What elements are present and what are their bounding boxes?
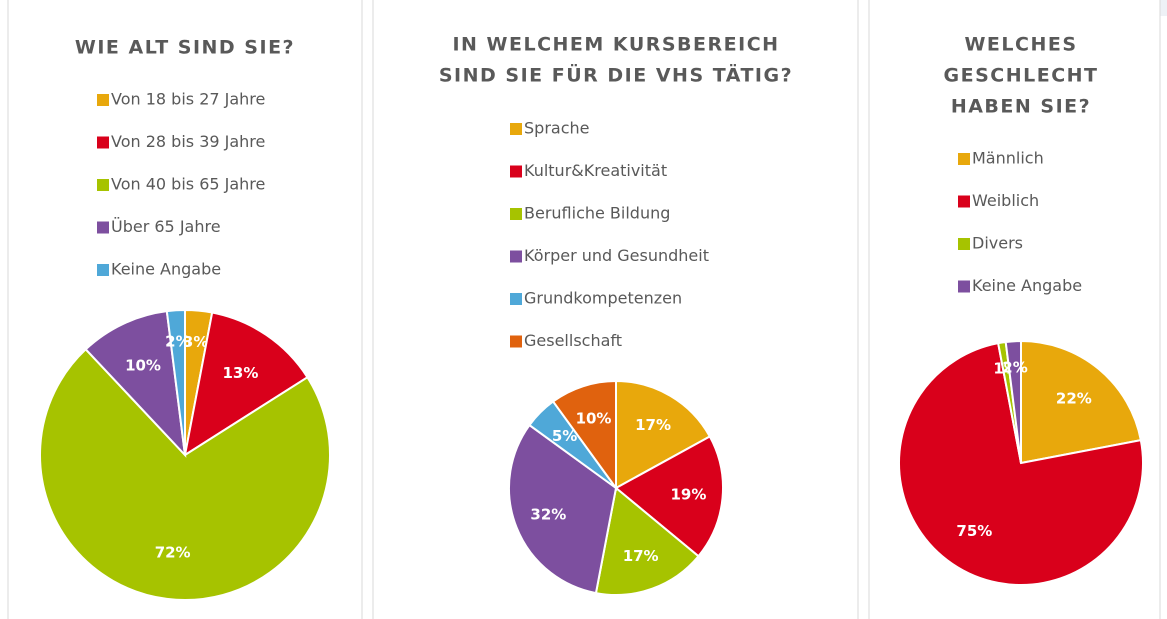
legend-swatch <box>97 94 109 106</box>
value-label: 2% <box>1002 359 1027 377</box>
value-label: 10% <box>125 356 161 374</box>
pie-slice <box>183 311 309 458</box>
value-label: 75% <box>956 522 992 540</box>
legend-label: Keine Angabe <box>111 260 221 279</box>
legend-swatch <box>958 280 970 293</box>
legend-label: Sprache <box>524 119 589 138</box>
legend-swatch <box>97 179 109 191</box>
value-label: 32% <box>530 505 566 523</box>
pie-slice <box>615 379 712 490</box>
value-label: 17% <box>635 416 671 434</box>
legend-label: Über 65 Jahre <box>111 217 221 236</box>
legend-label: Grundkompetenzen <box>524 289 682 308</box>
pie-slice <box>614 435 724 558</box>
chart-title: IN WELCHEM KURSBEREICH <box>452 34 779 56</box>
legend-swatch <box>958 153 970 165</box>
legend-swatch <box>510 123 522 135</box>
value-label: 13% <box>222 364 258 382</box>
legend-label: Kultur&Kreativität <box>524 161 667 180</box>
chart-title: HABEN SIE? <box>951 96 1091 118</box>
legend-swatch <box>510 250 522 263</box>
chart-title: SIND SIE FÜR DIE VHS TÄTIG? <box>439 63 793 87</box>
value-label: 19% <box>670 485 706 503</box>
chart-title: WIE ALT SIND SIE? <box>75 37 295 59</box>
value-label: 10% <box>576 409 612 427</box>
pie-slice <box>898 341 1144 586</box>
chart-title: GESCHLECHT <box>944 65 1099 87</box>
legend-swatch <box>97 136 109 149</box>
pie-slice <box>594 486 700 596</box>
legend-label: Weiblich <box>972 191 1039 210</box>
pie-slice <box>1020 339 1143 465</box>
pie-slice <box>551 379 617 492</box>
pie-slice <box>508 423 618 595</box>
pie-slice <box>39 347 331 601</box>
legend-swatch <box>510 335 522 348</box>
value-label: 17% <box>623 547 659 565</box>
value-label: 72% <box>155 543 191 561</box>
value-label: 22% <box>1056 390 1092 408</box>
legend-label: Gesellschaft <box>524 331 622 350</box>
legend-swatch <box>510 165 522 178</box>
value-label: 3% <box>183 333 208 351</box>
legend-label: Berufliche Bildung <box>524 204 670 223</box>
legend-label: Männlich <box>972 149 1044 168</box>
legend-swatch <box>510 208 522 220</box>
legend-label: Divers <box>972 234 1023 253</box>
value-label: 5% <box>552 427 577 445</box>
pie-slice <box>84 310 187 458</box>
legend-swatch <box>958 195 970 208</box>
legend-swatch <box>958 238 970 250</box>
chart-title: WELCHES <box>964 34 1077 56</box>
legend-swatch <box>97 264 109 276</box>
legend-label: Von 40 bis 65 Jahre <box>111 175 265 194</box>
legend-swatch <box>97 221 109 234</box>
pie-slice <box>165 308 186 456</box>
pie-slice <box>1004 339 1022 464</box>
value-label: 2% <box>165 333 190 351</box>
legend-label: Keine Angabe <box>972 276 1082 295</box>
legend-label: Körper und Gesundheit <box>524 246 709 265</box>
legend-swatch <box>510 293 522 305</box>
legend-label: Von 18 bis 27 Jahre <box>111 90 265 109</box>
legend-label: Von 28 bis 39 Jahre <box>111 132 265 151</box>
